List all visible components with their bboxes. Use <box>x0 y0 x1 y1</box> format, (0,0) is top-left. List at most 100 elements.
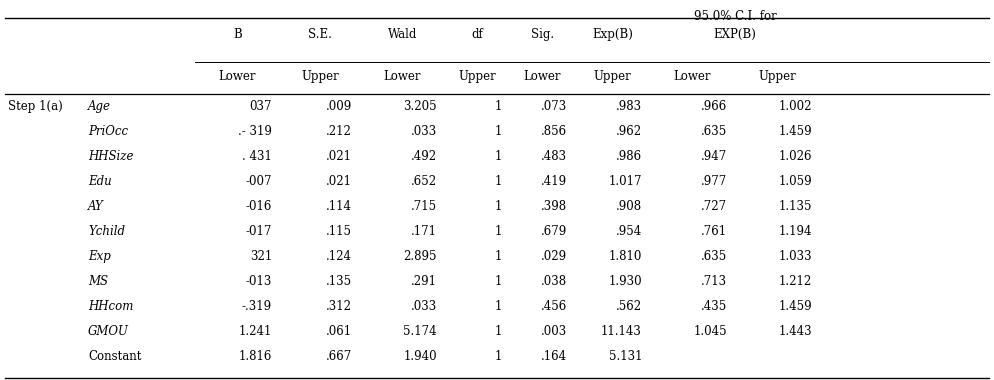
Text: 1: 1 <box>495 200 502 213</box>
Text: 1.459: 1.459 <box>778 300 812 313</box>
Text: .652: .652 <box>411 175 437 188</box>
Text: .115: .115 <box>326 225 352 238</box>
Text: 1.816: 1.816 <box>239 350 272 363</box>
Text: .856: .856 <box>541 125 567 138</box>
Text: .562: .562 <box>616 300 642 313</box>
Text: Step 1(a): Step 1(a) <box>8 100 63 113</box>
Text: .073: .073 <box>541 100 567 113</box>
Text: .635: .635 <box>701 250 727 263</box>
Text: Edu: Edu <box>88 175 111 188</box>
Text: -017: -017 <box>246 225 272 238</box>
Text: Upper: Upper <box>301 70 339 83</box>
Text: Sig.: Sig. <box>531 28 554 41</box>
Text: 1.443: 1.443 <box>778 325 812 338</box>
Text: EXP(B): EXP(B) <box>714 28 756 41</box>
Text: .398: .398 <box>541 200 567 213</box>
Text: .003: .003 <box>541 325 567 338</box>
Text: 1.810: 1.810 <box>608 250 642 263</box>
Text: .061: .061 <box>326 325 352 338</box>
Text: .009: .009 <box>326 100 352 113</box>
Text: .456: .456 <box>541 300 567 313</box>
Text: Constant: Constant <box>88 350 141 363</box>
Text: 1.930: 1.930 <box>608 275 642 288</box>
Text: 5.131: 5.131 <box>608 350 642 363</box>
Text: 1: 1 <box>495 175 502 188</box>
Text: .492: .492 <box>411 150 437 163</box>
Text: .761: .761 <box>701 225 727 238</box>
Text: AY: AY <box>88 200 103 213</box>
Text: Lower: Lower <box>674 70 712 83</box>
Text: 1.033: 1.033 <box>778 250 812 263</box>
Text: 037: 037 <box>249 100 272 113</box>
Text: .715: .715 <box>411 200 437 213</box>
Text: 1.045: 1.045 <box>694 325 727 338</box>
Text: Wald: Wald <box>388 28 417 41</box>
Text: .679: .679 <box>541 225 567 238</box>
Text: -.319: -.319 <box>242 300 272 313</box>
Text: .908: .908 <box>616 200 642 213</box>
Text: .164: .164 <box>541 350 567 363</box>
Text: 1.017: 1.017 <box>608 175 642 188</box>
Text: .033: .033 <box>411 125 437 138</box>
Text: 1.940: 1.940 <box>404 350 437 363</box>
Text: -013: -013 <box>246 275 272 288</box>
Text: .021: .021 <box>326 175 352 188</box>
Text: Ychild: Ychild <box>88 225 125 238</box>
Text: .986: .986 <box>616 150 642 163</box>
Text: .635: .635 <box>701 125 727 138</box>
Text: 1: 1 <box>495 100 502 113</box>
Text: 1: 1 <box>495 150 502 163</box>
Text: 1: 1 <box>495 225 502 238</box>
Text: 1: 1 <box>495 125 502 138</box>
Text: 1: 1 <box>495 350 502 363</box>
Text: 1: 1 <box>495 325 502 338</box>
Text: HHSize: HHSize <box>88 150 133 163</box>
Text: 1.241: 1.241 <box>239 325 272 338</box>
Text: .312: .312 <box>326 300 352 313</box>
Text: 1.459: 1.459 <box>778 125 812 138</box>
Text: .983: .983 <box>616 100 642 113</box>
Text: 5.174: 5.174 <box>404 325 437 338</box>
Text: B: B <box>234 28 242 41</box>
Text: .291: .291 <box>411 275 437 288</box>
Text: .135: .135 <box>326 275 352 288</box>
Text: 1.002: 1.002 <box>778 100 812 113</box>
Text: 95.0% C.I. for: 95.0% C.I. for <box>694 10 776 23</box>
Text: .713: .713 <box>701 275 727 288</box>
Text: 11.143: 11.143 <box>601 325 642 338</box>
Text: .124: .124 <box>326 250 352 263</box>
Text: .483: .483 <box>541 150 567 163</box>
Text: .962: .962 <box>616 125 642 138</box>
Text: .114: .114 <box>326 200 352 213</box>
Text: PriOcc: PriOcc <box>88 125 128 138</box>
Text: 1.194: 1.194 <box>778 225 812 238</box>
Text: Lower: Lower <box>524 70 562 83</box>
Text: Upper: Upper <box>458 70 496 83</box>
Text: 1.059: 1.059 <box>778 175 812 188</box>
Text: Upper: Upper <box>758 70 796 83</box>
Text: 1.026: 1.026 <box>778 150 812 163</box>
Text: 1: 1 <box>495 250 502 263</box>
Text: Lower: Lower <box>384 70 421 83</box>
Text: .033: .033 <box>411 300 437 313</box>
Text: .435: .435 <box>701 300 727 313</box>
Text: S.E.: S.E. <box>308 28 332 41</box>
Text: 1.212: 1.212 <box>778 275 812 288</box>
Text: .021: .021 <box>326 150 352 163</box>
Text: .419: .419 <box>541 175 567 188</box>
Text: .667: .667 <box>326 350 352 363</box>
Text: . 431: . 431 <box>243 150 272 163</box>
Text: GMOU: GMOU <box>88 325 129 338</box>
Text: MS: MS <box>88 275 108 288</box>
Text: 1: 1 <box>495 275 502 288</box>
Text: 3.205: 3.205 <box>404 100 437 113</box>
Text: .947: .947 <box>701 150 727 163</box>
Text: Exp: Exp <box>88 250 110 263</box>
Text: .171: .171 <box>411 225 437 238</box>
Text: -007: -007 <box>246 175 272 188</box>
Text: Upper: Upper <box>593 70 631 83</box>
Text: .954: .954 <box>615 225 642 238</box>
Text: 321: 321 <box>249 250 272 263</box>
Text: .966: .966 <box>701 100 727 113</box>
Text: df: df <box>471 28 483 41</box>
